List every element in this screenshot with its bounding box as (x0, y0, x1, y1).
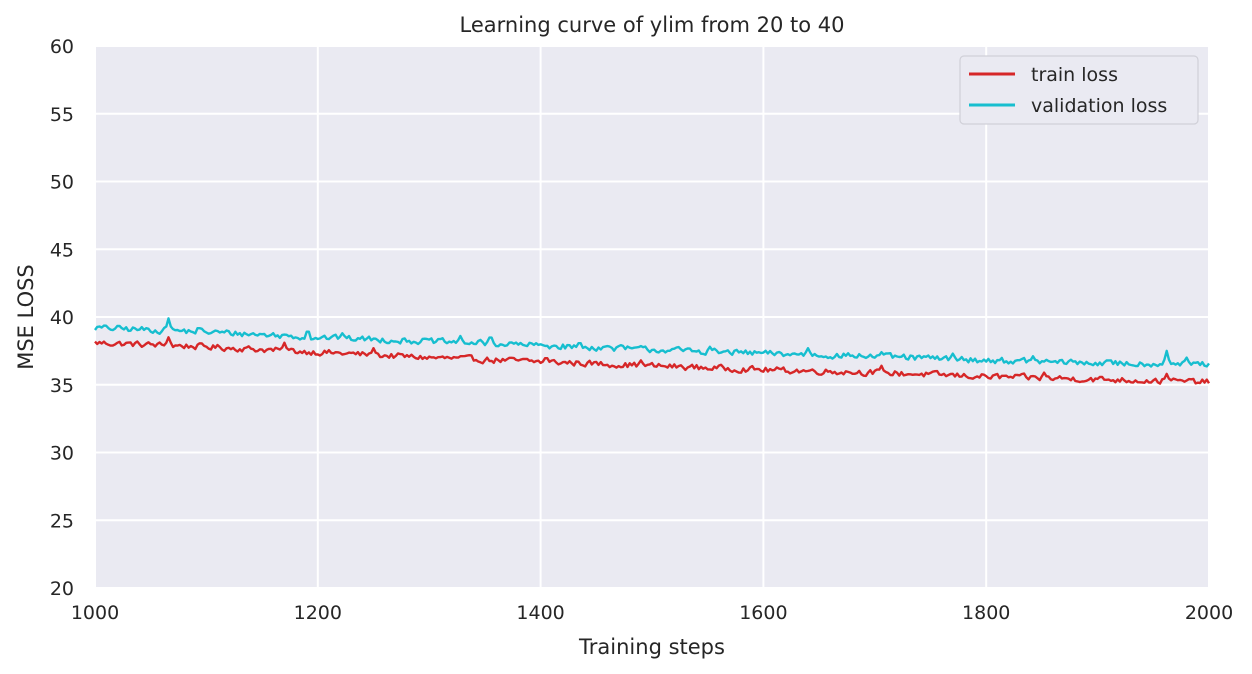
x-tick-label: 1800 (962, 602, 1010, 624)
y-tick-label: 30 (50, 443, 74, 465)
y-tick-label: 35 (50, 375, 74, 397)
y-tick-label: 60 (50, 36, 74, 58)
y-tick-label: 20 (50, 578, 74, 600)
x-tick-label: 1200 (294, 602, 342, 624)
x-axis-label: Training steps (578, 635, 725, 659)
x-tick-label: 1400 (516, 602, 564, 624)
y-tick-label: 55 (50, 104, 74, 126)
y-axis-ticks: 20 25 30 35 40 45 50 55 60 (50, 36, 74, 600)
chart-title: Learning curve of ylim from 20 to 40 (460, 13, 845, 37)
series-layer (94, 317, 1211, 385)
series-line-1 (94, 317, 1210, 368)
legend: train loss validation loss (959, 55, 1199, 125)
x-tick-label: 1000 (71, 602, 119, 624)
x-tick-label: 2000 (1185, 602, 1233, 624)
y-tick-label: 45 (50, 239, 74, 261)
series-line-0 (94, 336, 1211, 385)
legend-label: validation loss (1031, 95, 1167, 117)
x-tick-label: 1600 (739, 602, 787, 624)
legend-label: train loss (1031, 64, 1118, 86)
x-axis-ticks: 1000 1200 1400 1600 1800 2000 (71, 602, 1233, 624)
grid (94, 45, 1210, 589)
legend-box (959, 55, 1199, 125)
y-tick-label: 40 (50, 307, 74, 329)
y-tick-label: 25 (50, 510, 74, 532)
y-tick-label: 50 (50, 172, 74, 194)
y-axis-label: MSE LOSS (14, 264, 38, 370)
